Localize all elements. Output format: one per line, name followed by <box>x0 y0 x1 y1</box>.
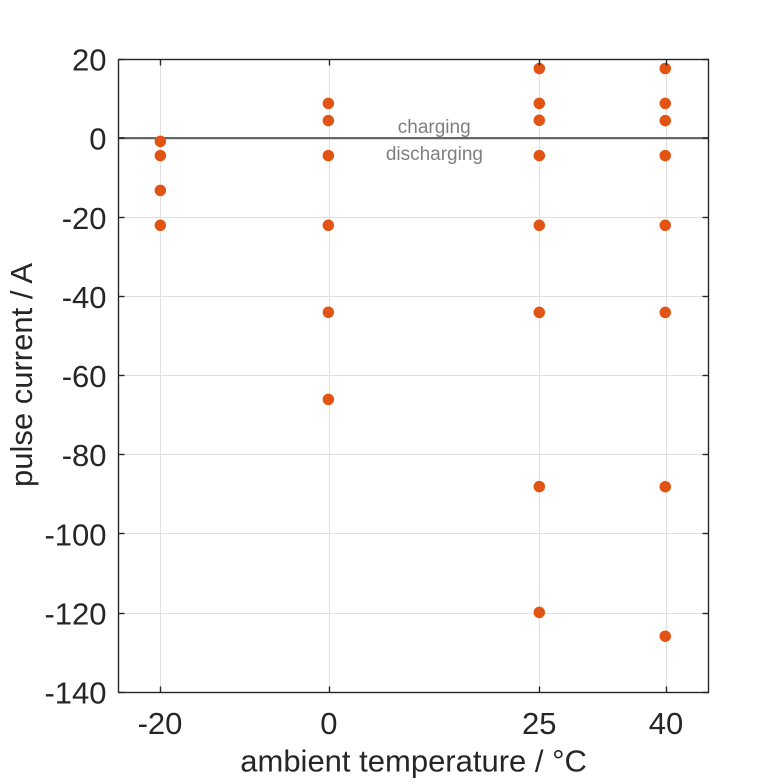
svg-text:0: 0 <box>320 706 337 741</box>
svg-text:charging: charging <box>398 117 471 138</box>
svg-text:-120: -120 <box>44 596 106 631</box>
svg-text:-40: -40 <box>62 280 107 315</box>
svg-text:40: 40 <box>649 706 683 741</box>
svg-text:-100: -100 <box>44 517 106 552</box>
svg-text:-80: -80 <box>62 438 107 473</box>
svg-text:-20: -20 <box>138 706 183 741</box>
svg-text:0: 0 <box>89 122 106 157</box>
svg-text:-60: -60 <box>62 359 107 394</box>
svg-text:-140: -140 <box>44 676 106 711</box>
svg-text:discharging: discharging <box>386 144 483 165</box>
svg-text:pulse current / A: pulse current / A <box>4 263 39 487</box>
svg-text:ambient temperature / °C: ambient temperature / °C <box>240 743 587 778</box>
svg-text:25: 25 <box>522 706 556 741</box>
svg-text:-20: -20 <box>62 201 107 236</box>
svg-text:20: 20 <box>72 43 106 78</box>
